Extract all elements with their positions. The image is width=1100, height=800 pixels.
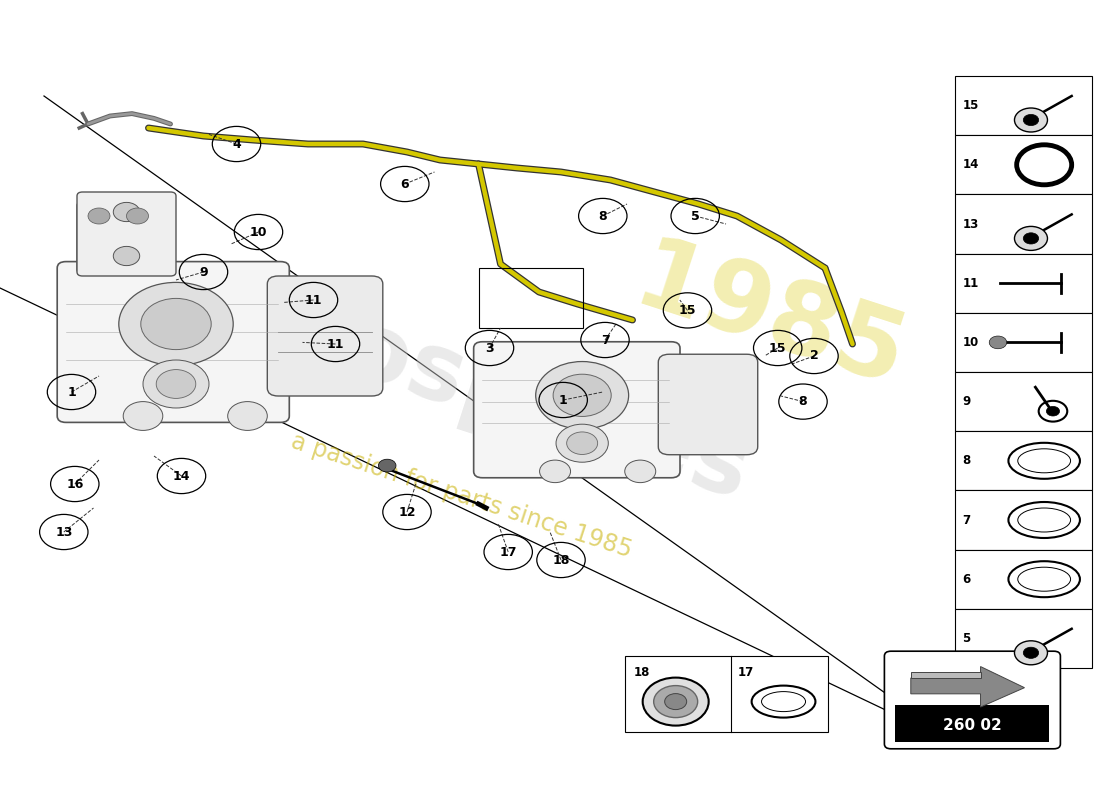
Text: 16: 16 [66,478,84,490]
Circle shape [664,694,686,710]
FancyBboxPatch shape [658,354,758,454]
Text: 9: 9 [199,266,208,278]
FancyBboxPatch shape [57,262,289,422]
Text: 1985: 1985 [623,231,917,409]
Text: 14: 14 [962,158,979,171]
Text: 1: 1 [559,394,568,406]
Text: 11: 11 [327,338,344,350]
Circle shape [1023,114,1038,126]
Bar [955,550,1092,609]
Text: 9: 9 [962,395,970,408]
Text: 260 02: 260 02 [943,718,1002,733]
Circle shape [113,246,140,266]
Circle shape [143,360,209,408]
Circle shape [88,208,110,224]
Text: 8: 8 [962,454,970,467]
Text: 18: 18 [634,666,650,679]
Polygon shape [911,666,1024,707]
Text: 12: 12 [398,506,416,518]
Text: 8: 8 [799,395,807,408]
FancyBboxPatch shape [267,276,383,396]
Bar [955,194,1092,254]
Circle shape [556,424,608,462]
FancyBboxPatch shape [77,192,176,276]
Circle shape [625,460,656,482]
Text: 14: 14 [173,470,190,482]
Circle shape [1023,233,1038,244]
Text: 2: 2 [810,350,818,362]
Bar [955,135,1092,194]
Bar [955,372,1092,431]
Text: 11: 11 [962,277,979,290]
Bar [955,313,1092,372]
Circle shape [553,374,612,417]
Bar [955,490,1092,550]
Circle shape [989,336,1006,349]
Polygon shape [911,672,980,678]
Text: 15: 15 [962,99,979,112]
Bar [955,254,1092,313]
Text: 17: 17 [499,546,517,558]
Circle shape [228,402,267,430]
Circle shape [566,432,597,454]
Text: 6: 6 [962,573,970,586]
FancyBboxPatch shape [884,651,1060,749]
Bar [625,656,828,732]
Text: 13: 13 [962,218,979,230]
Text: 18: 18 [552,554,570,566]
Circle shape [1023,647,1038,658]
Text: 3: 3 [485,342,494,354]
Bar [478,268,583,328]
Text: 1: 1 [67,386,76,398]
Text: 4: 4 [232,138,241,150]
Circle shape [536,362,628,429]
Circle shape [119,282,233,366]
Circle shape [1014,641,1047,665]
Bar [955,609,1092,668]
Circle shape [540,460,571,482]
Bar [955,76,1092,135]
Text: 8: 8 [598,210,607,222]
Circle shape [1046,406,1059,416]
FancyBboxPatch shape [474,342,680,478]
Text: 15: 15 [679,304,696,317]
Circle shape [156,370,196,398]
Circle shape [642,678,708,726]
Circle shape [123,402,163,430]
Text: 15: 15 [769,342,786,354]
Circle shape [1014,226,1047,250]
Bar [895,706,1049,742]
Text: eurospares: eurospares [164,248,760,520]
FancyBboxPatch shape [77,202,170,274]
Text: 10: 10 [250,226,267,238]
Text: 5: 5 [691,210,700,222]
Circle shape [141,298,211,350]
Text: 7: 7 [601,334,609,346]
Circle shape [1014,108,1047,132]
Bar [955,431,1092,490]
Circle shape [653,686,697,718]
Text: 10: 10 [962,336,979,349]
Text: a passion for parts since 1985: a passion for parts since 1985 [288,430,636,562]
Text: 6: 6 [400,178,409,190]
Text: 17: 17 [737,666,754,679]
Text: 7: 7 [962,514,970,526]
Text: 5: 5 [962,632,970,645]
Text: 11: 11 [305,294,322,306]
Circle shape [126,208,148,224]
Text: 13: 13 [55,526,73,538]
Circle shape [113,202,140,222]
Circle shape [378,459,396,472]
